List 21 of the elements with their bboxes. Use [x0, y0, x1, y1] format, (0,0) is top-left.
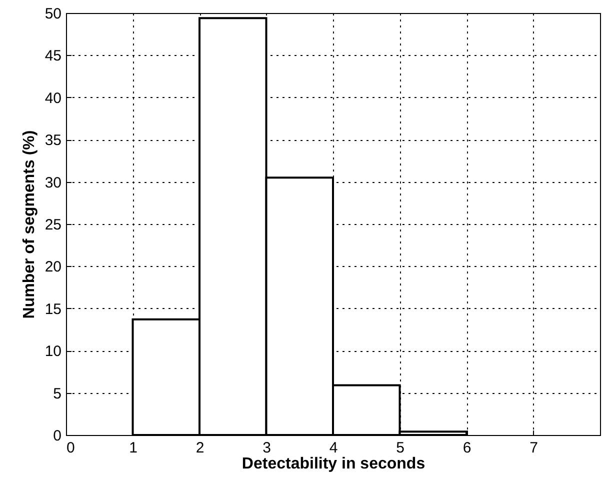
y-tick-label: 15 [44, 300, 62, 318]
x-tick-label: 2 [196, 440, 204, 456]
y-tick-label: 5 [53, 385, 62, 402]
y-tick-label: 10 [44, 343, 62, 360]
y-tick-label: 50 [44, 6, 62, 22]
y-tick-label: 35 [44, 132, 62, 150]
y-tick-label: 0 [53, 428, 62, 444]
x-tick-label: 4 [329, 440, 338, 456]
y-tick-label: 45 [44, 48, 62, 65]
x-axis-title: Detectability in seconds [242, 456, 426, 472]
y-tick-label: 20 [44, 258, 62, 276]
y-tick-label: 25 [44, 216, 62, 234]
y-tick-label: 30 [44, 174, 62, 192]
x-tick-label: 6 [462, 440, 472, 456]
x-tick-label: 5 [396, 440, 404, 456]
x-tick-label: 1 [129, 440, 138, 456]
x-tick-label: 3 [262, 440, 271, 456]
x-tick-label: 0 [66, 440, 75, 456]
y-tick-label: 40 [44, 90, 62, 107]
y-axis-title: Number of segments (%) [20, 130, 38, 319]
x-tick-label: 7 [530, 440, 538, 456]
